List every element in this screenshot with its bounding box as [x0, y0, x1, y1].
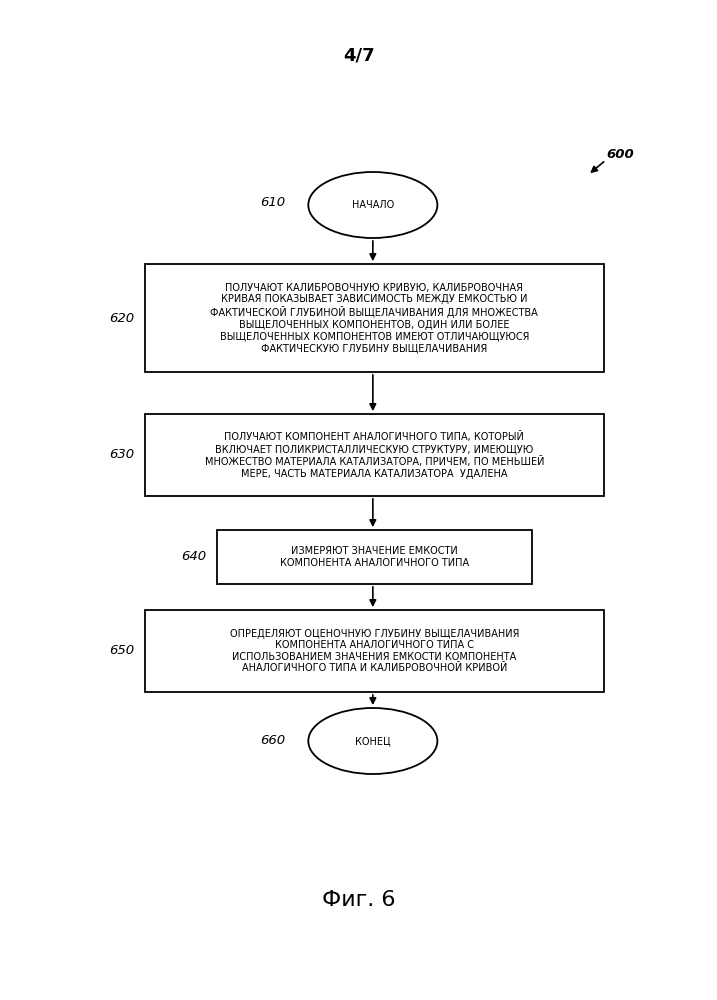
FancyBboxPatch shape	[145, 264, 604, 372]
Text: ИЗМЕРЯЮТ ЗНАЧЕНИЕ ЕМКОСТИ
КОМПОНЕНТА АНАЛОГИЧНОГО ТИПА: ИЗМЕРЯЮТ ЗНАЧЕНИЕ ЕМКОСТИ КОМПОНЕНТА АНА…	[280, 546, 469, 568]
Text: 630: 630	[109, 448, 135, 462]
FancyBboxPatch shape	[217, 530, 532, 584]
Text: ПОЛУЧАЮТ КОМПОНЕНТ АНАЛОГИЧНОГО ТИПА, КОТОРЫЙ
ВКЛЮЧАЕТ ПОЛИКРИСТАЛЛИЧЕСКУЮ СТРУК: ПОЛУЧАЮТ КОМПОНЕНТ АНАЛОГИЧНОГО ТИПА, КО…	[204, 431, 544, 479]
FancyBboxPatch shape	[145, 610, 604, 692]
Text: 640: 640	[181, 550, 206, 564]
Text: 600: 600	[606, 148, 634, 161]
Text: ОПРЕДЕЛЯЮТ ОЦЕНОЧНУЮ ГЛУБИНУ ВЫЩЕЛАЧИВАНИЯ
КОМПОНЕНТА АНАЛОГИЧНОГО ТИПА С
ИСПОЛЬ: ОПРЕДЕЛЯЮТ ОЦЕНОЧНУЮ ГЛУБИНУ ВЫЩЕЛАЧИВАН…	[229, 629, 519, 673]
Text: НАЧАЛО: НАЧАЛО	[352, 200, 394, 210]
Ellipse shape	[308, 172, 437, 238]
Text: 650: 650	[109, 645, 135, 658]
Ellipse shape	[308, 708, 437, 774]
Text: 4/7: 4/7	[343, 46, 374, 64]
Text: 620: 620	[109, 312, 135, 324]
Text: КОНЕЦ: КОНЕЦ	[355, 736, 391, 746]
Text: 610: 610	[260, 196, 285, 210]
Text: Фиг. 6: Фиг. 6	[322, 890, 395, 910]
Text: ПОЛУЧАЮТ КАЛИБРОВОЧНУЮ КРИВУЮ, КАЛИБРОВОЧНАЯ
КРИВАЯ ПОКАЗЫВАЕТ ЗАВИСИМОСТЬ МЕЖДУ: ПОЛУЧАЮТ КАЛИБРОВОЧНУЮ КРИВУЮ, КАЛИБРОВО…	[210, 283, 538, 353]
FancyBboxPatch shape	[145, 414, 604, 496]
Text: 660: 660	[260, 734, 285, 748]
